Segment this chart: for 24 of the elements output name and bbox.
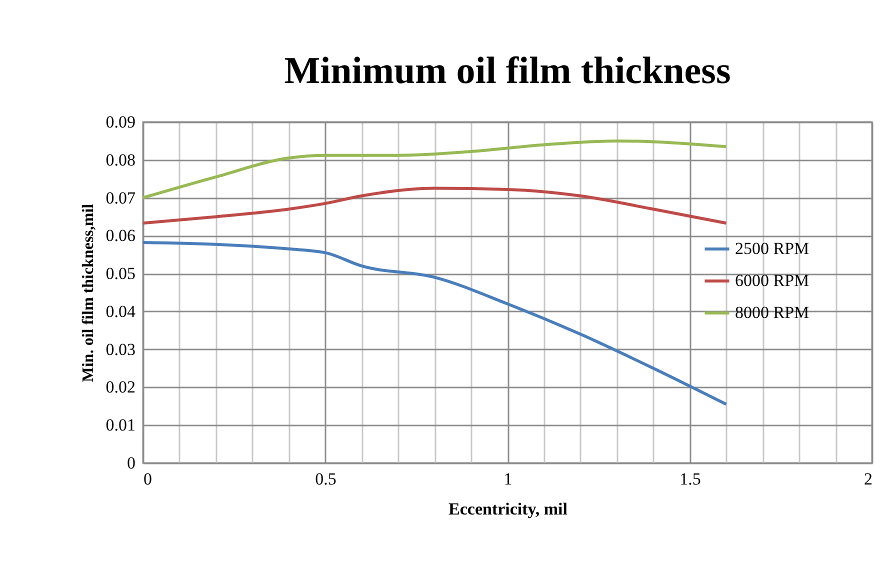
y-tick-label: 0.07 xyxy=(106,188,136,208)
legend-label: 2500 RPM xyxy=(735,239,810,258)
y-tick-label: 0.06 xyxy=(106,226,136,246)
x-tick-label: 0.5 xyxy=(315,470,336,488)
x-tick-label: 2 xyxy=(864,470,872,488)
chart-title: Minimum oil film thickness xyxy=(284,50,731,92)
legend-label: 6000 RPM xyxy=(735,271,810,290)
y-tick-label: 0.08 xyxy=(106,150,136,170)
legend-label: 8000 RPM xyxy=(735,303,810,322)
y-tick-label: 0.04 xyxy=(106,302,136,321)
line-series xyxy=(142,240,728,406)
y-tick-label: 0.02 xyxy=(106,378,136,397)
y-axis-title: Min. oil film thickness,mil xyxy=(80,203,97,382)
x-tick-label: 0 xyxy=(144,470,152,488)
x-axis-title: Eccentricity, mil xyxy=(448,500,568,518)
x-tick-label: 1.5 xyxy=(680,470,701,488)
y-tick-label: 0 xyxy=(127,454,136,472)
y-tick-label: 0.05 xyxy=(106,264,136,284)
x-tick-label: 1 xyxy=(504,470,512,488)
y-tick-label: 0.01 xyxy=(106,416,136,435)
line-series xyxy=(142,139,728,200)
y-tick-label: 0.09 xyxy=(106,112,136,132)
line-series xyxy=(142,186,728,225)
y-tick-label: 0.03 xyxy=(106,340,136,359)
